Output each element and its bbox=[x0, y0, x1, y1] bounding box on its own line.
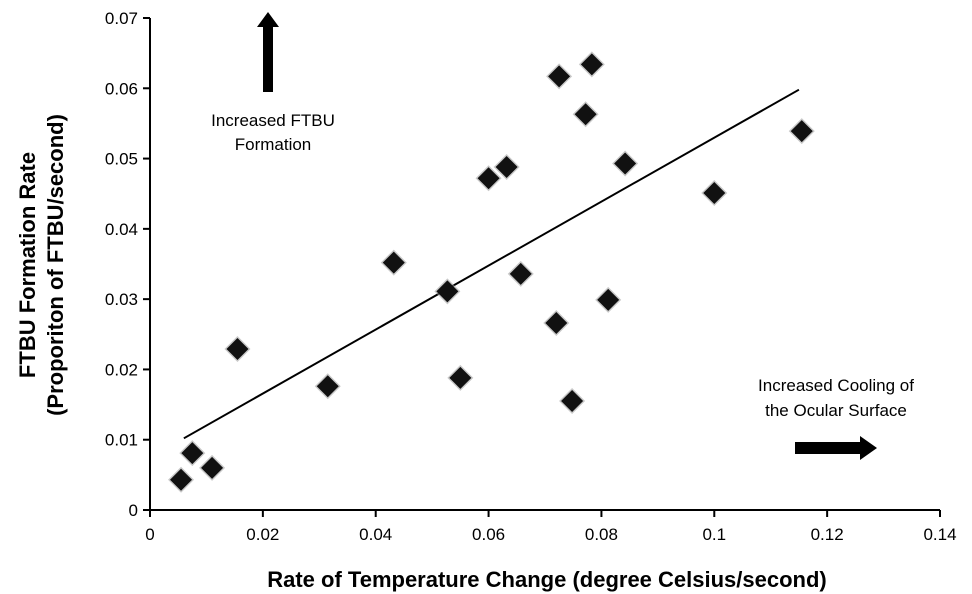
x-axis-title: Rate of Temperature Change (degree Celsi… bbox=[267, 567, 827, 592]
x-tick-label: 0.08 bbox=[585, 525, 618, 544]
y-axis-title-line-1: FTBU Formation Rate bbox=[15, 152, 40, 378]
x-tick-label: 0.1 bbox=[702, 525, 726, 544]
y-tick-label: 0 bbox=[129, 501, 138, 520]
data-point bbox=[314, 373, 341, 400]
x-tick-label: 0 bbox=[145, 525, 154, 544]
plot-area: 00.010.020.030.040.050.060.07 0 0.02 0.04 0… bbox=[105, 9, 957, 544]
data-point bbox=[168, 466, 195, 493]
annotation-ftbu-line-2: Formation bbox=[235, 135, 312, 154]
y-tick-label: 0.02 bbox=[105, 360, 138, 379]
data-point bbox=[475, 165, 502, 192]
x-tick-label: 0.14 bbox=[923, 525, 956, 544]
data-point bbox=[493, 154, 520, 181]
y-tick-label: 0.04 bbox=[105, 220, 138, 239]
y-tick-label: 0.03 bbox=[105, 290, 138, 309]
trendline bbox=[183, 88, 800, 440]
data-point bbox=[434, 278, 461, 305]
data-point bbox=[595, 286, 622, 313]
x-ticks: 0 0.02 0.04 0.06 0.08 0.1 0.12 0.14 bbox=[145, 510, 957, 544]
right-arrow-icon bbox=[795, 436, 877, 460]
annotation-cooling-line-2: the Ocular Surface bbox=[765, 401, 907, 420]
y-tick-label: 0.05 bbox=[105, 150, 138, 169]
data-point bbox=[572, 101, 599, 128]
up-arrow-icon bbox=[257, 12, 279, 92]
data-point bbox=[578, 51, 605, 78]
x-tick-label: 0.04 bbox=[359, 525, 392, 544]
data-point bbox=[612, 150, 639, 177]
annotation-ftbu: Increased FTBU Formation bbox=[211, 12, 335, 154]
y-axis-title: FTBU Formation Rate (Proporiton of FTBU/… bbox=[15, 114, 68, 416]
data-point bbox=[559, 388, 586, 415]
x-tick-label: 0.02 bbox=[246, 525, 279, 544]
data-point bbox=[447, 364, 474, 391]
data-point bbox=[380, 249, 407, 276]
data-point bbox=[179, 440, 206, 467]
data-point bbox=[546, 63, 573, 90]
y-tick-label: 0.07 bbox=[105, 9, 138, 28]
y-tick-label: 0.06 bbox=[105, 79, 138, 98]
annotation-cooling-line-1: Increased Cooling of bbox=[758, 376, 914, 395]
data-point bbox=[199, 454, 226, 481]
data-point bbox=[224, 336, 251, 363]
data-point bbox=[701, 180, 728, 207]
x-tick-label: 0.12 bbox=[811, 525, 844, 544]
annotation-ftbu-line-1: Increased FTBU bbox=[211, 111, 335, 130]
x-tick-label: 0.06 bbox=[472, 525, 505, 544]
y-tick-label: 0.01 bbox=[105, 431, 138, 450]
annotation-cooling: Increased Cooling of the Ocular Surface bbox=[758, 376, 914, 460]
y-ticks: 0 0.01 0.02 0.03 0.04 0.05 0.06 0.07 bbox=[105, 9, 150, 520]
data-point bbox=[788, 118, 815, 145]
y-axis-title-line-2: (Proporiton of FTBU/second) bbox=[43, 114, 68, 416]
data-point bbox=[507, 260, 534, 287]
data-points bbox=[168, 51, 815, 493]
data-point bbox=[543, 310, 570, 337]
